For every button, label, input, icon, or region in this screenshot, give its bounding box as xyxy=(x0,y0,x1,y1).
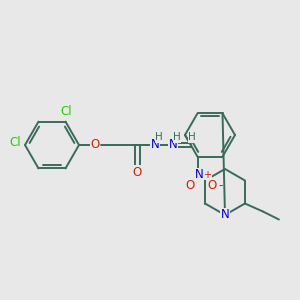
Text: N: N xyxy=(151,139,159,152)
Text: Cl: Cl xyxy=(61,105,72,118)
Text: H: H xyxy=(155,132,163,142)
Text: +: + xyxy=(203,170,211,180)
Text: -: - xyxy=(218,179,223,192)
Text: O: O xyxy=(90,139,100,152)
Text: O: O xyxy=(207,179,216,192)
Text: H: H xyxy=(173,132,181,142)
Text: N: N xyxy=(169,139,177,152)
Text: H: H xyxy=(188,132,196,142)
Text: Cl: Cl xyxy=(9,136,21,149)
Text: N: N xyxy=(220,208,230,221)
Text: O: O xyxy=(186,179,195,192)
Text: N: N xyxy=(195,168,204,181)
Text: O: O xyxy=(132,166,142,178)
